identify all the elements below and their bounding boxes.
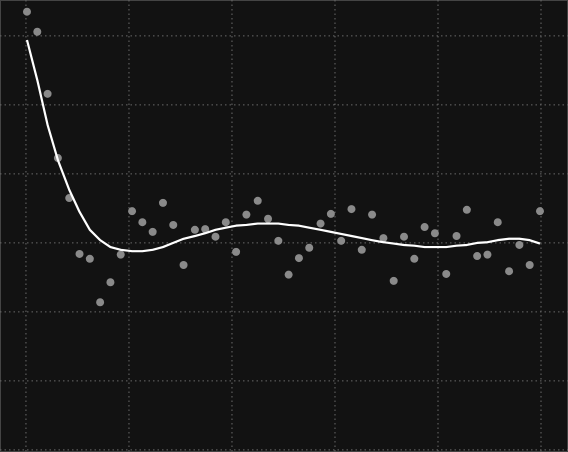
scatter-point [430,229,439,238]
scatter-point [442,269,451,278]
scatter-point [96,298,105,307]
scatter-point [316,219,325,228]
scatter-point [535,207,544,216]
scatter-point [284,270,293,279]
scatter-point [242,210,251,219]
scatter-point [379,234,388,243]
scatter-point [43,89,52,98]
scatter-point [169,220,178,229]
scatter-point [347,205,356,214]
scatter-point [515,240,524,249]
scatter-point [483,250,492,259]
scatter-point [190,225,199,234]
scatter-point [462,205,471,214]
scatter-point [420,223,429,232]
scatter-point [525,260,534,269]
scatter-point [179,260,188,269]
scatter-point [368,210,377,219]
scatter-point [305,243,314,252]
scatter-point [201,225,210,234]
scatter-point [116,250,125,259]
scatter-point [294,254,303,263]
scatter-point [357,245,366,254]
scatter-point [22,7,31,16]
scatter-point [264,214,273,223]
scatter-point [253,196,262,205]
scatter-point [473,252,482,261]
scatter-point [128,207,137,216]
scatter-point [389,276,398,285]
scatter-point [211,232,220,241]
scatter-point [400,232,409,241]
scatter-point [85,254,94,263]
scatter-point [106,278,115,287]
scatter-point [410,254,419,263]
scatter-point [232,247,241,256]
scatter-point [274,236,283,245]
scatter-point [158,198,167,207]
scatter-point [505,267,514,276]
scatter-point [148,227,157,236]
scatter-point [221,218,230,227]
scatter-point [33,27,42,36]
fit-line [25,39,541,253]
scatter-point [75,249,84,258]
scatter-point [452,232,461,241]
scatter-point [493,218,502,227]
scatter-point [337,236,346,245]
scatter-point [326,209,335,218]
scatter-point [138,218,147,227]
